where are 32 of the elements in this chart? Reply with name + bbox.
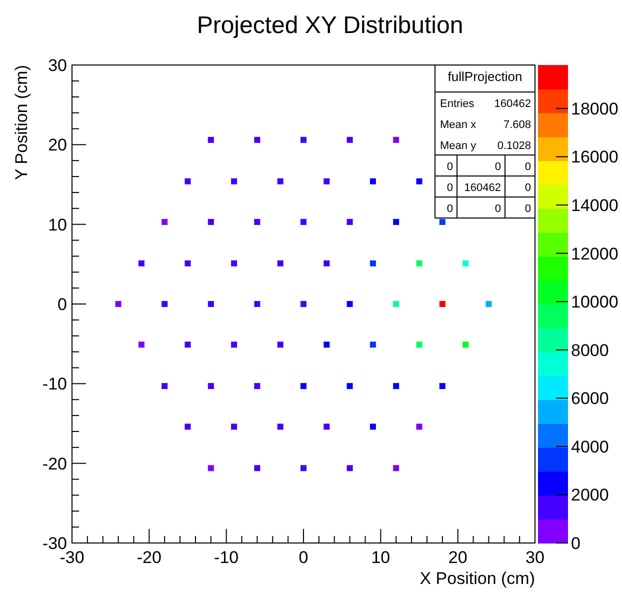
text: Mean y 0.1028 [440,140,531,152]
color-bar-label: 14000 [571,196,618,216]
x-tick-label: 10 [371,548,390,567]
y-tick-label: 10 [48,215,67,234]
color-bar-label: 16000 [571,148,618,167]
y-tick-label: -10 [42,374,67,394]
x-tick-label: -20 [136,548,162,567]
text: 0 160462 0 [446,182,531,194]
color-bar-label: 10000 [571,292,618,312]
color-bar-label: 0 [571,534,580,553]
y-axis-title: Y Position (cm) [12,65,31,180]
y-tick-label: 0 [58,295,67,314]
y-tick-label: 20 [48,136,67,155]
color-bar-label: 12000 [571,244,618,264]
text: Mean x 7.608 [440,119,531,131]
annotation: fullProjection [448,69,522,84]
color-bar-label: 4000 [571,437,609,456]
text: Entries 160462 [440,98,531,110]
x-axis-title: X Position (cm) [420,569,535,588]
color-bar-label: 6000 [571,389,609,408]
color-bar-label: 8000 [571,340,609,360]
color-bar-label: 18000 [571,99,618,118]
x-tick-label: 30 [526,548,544,567]
text: 0 0 0 [446,203,531,215]
chart-title: Projected XY Distribution [196,12,464,39]
text: 0 0 0 [446,161,531,173]
x-tick-label: -10 [214,548,239,567]
y-tick-label: 30 [48,56,67,75]
x-tick-label: 20 [448,548,468,567]
x-tick-label: 0 [298,548,308,567]
color-bar-label: 2000 [571,486,609,505]
y-tick-label: -20 [42,454,67,474]
